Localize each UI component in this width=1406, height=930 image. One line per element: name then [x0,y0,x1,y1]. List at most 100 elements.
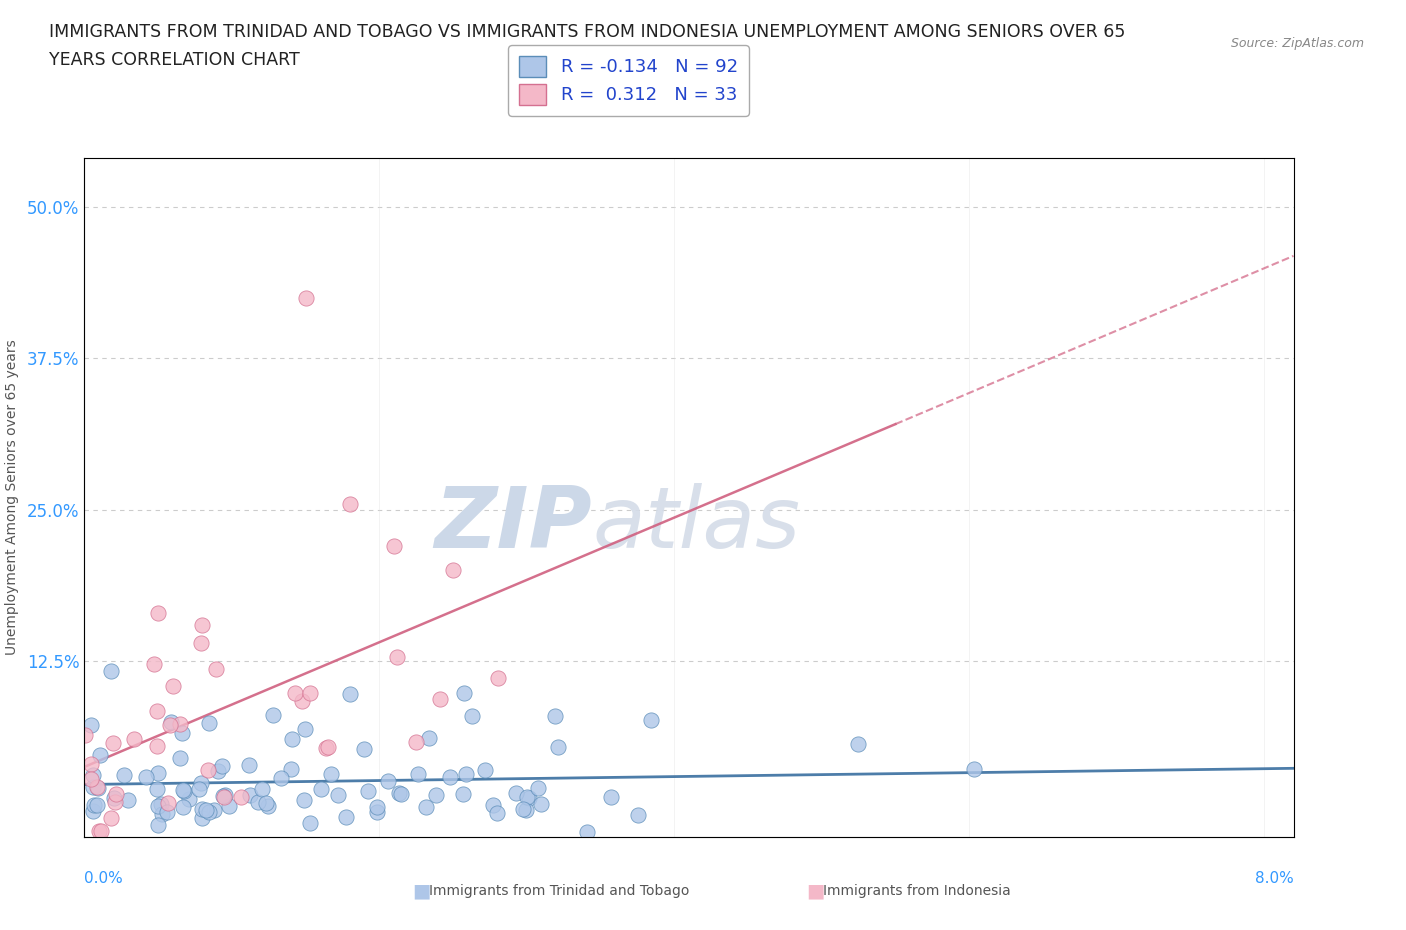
Point [104,787,127,802]
Point [159,718,181,733]
Point [321,767,343,782]
Point [415,800,437,815]
Point [848,737,870,751]
Point [80,757,103,772]
Point [82,804,104,819]
Point [270,771,292,786]
Point [157,795,180,810]
Point [124,731,146,746]
Point [339,686,361,701]
Point [86,798,108,813]
Point [191,618,214,632]
Point [197,804,219,819]
Point [339,497,361,512]
Point [387,650,409,665]
Point [388,786,411,801]
Point [191,811,214,826]
Point [146,817,169,832]
Point [73,728,96,743]
Point [335,810,357,825]
Point [211,759,233,774]
Point [112,767,135,782]
Point [262,708,284,723]
Point [254,796,277,811]
Point [576,825,599,840]
Text: atlas: atlas [592,484,800,566]
Text: ■: ■ [412,882,432,900]
Point [439,770,461,785]
Text: Source: ZipAtlas.com: Source: ZipAtlas.com [1230,37,1364,50]
Point [353,741,375,756]
Point [486,671,509,685]
Point [425,788,447,803]
Point [134,769,156,784]
Point [441,563,464,578]
Point [238,757,260,772]
Point [406,767,429,782]
Point [214,788,236,803]
Point [256,799,278,814]
Point [169,751,191,765]
Point [366,799,388,814]
Point [89,823,111,838]
Point [179,791,201,806]
Point [101,736,124,751]
Point [309,782,332,797]
Point [170,725,193,740]
Point [389,787,412,802]
Point [640,713,662,728]
Point [294,722,316,737]
Point [482,797,505,812]
Point [82,779,104,794]
Point [190,636,212,651]
Point [187,781,209,796]
Point [626,807,648,822]
Point [150,796,173,811]
Text: IMMIGRANTS FROM TRINIDAD AND TOBAGO VS IMMIGRANTS FROM INDONESIA UNEMPLOYMENT AM: IMMIGRANTS FROM TRINIDAD AND TOBAGO VS I… [49,23,1126,41]
Point [298,685,321,700]
Point [328,787,350,802]
Point [451,786,474,801]
Point [377,773,399,788]
Point [80,772,103,787]
Point [104,795,127,810]
Point [512,802,534,817]
Y-axis label: Unemployment Among Seniors over 65 years: Unemployment Among Seniors over 65 years [4,339,18,656]
Point [172,800,194,815]
Point [197,763,219,777]
Point [599,790,621,804]
Point [117,792,139,807]
Point [86,779,108,794]
Point [281,731,304,746]
Legend: R = -0.134   N = 92, R =  0.312   N = 33: R = -0.134 N = 92, R = 0.312 N = 33 [509,45,748,115]
Point [100,663,122,678]
Text: Immigrants from Trinidad and Tobago: Immigrants from Trinidad and Tobago [429,884,689,898]
Point [146,781,169,796]
Point [474,763,496,777]
Point [280,762,302,777]
Point [87,780,110,795]
Point [516,790,538,804]
Point [239,788,262,803]
Point [212,789,235,804]
Point [90,823,112,838]
Point [418,730,440,745]
Point [156,805,179,820]
Point [515,803,537,817]
Point [190,776,212,790]
Text: ZIP: ZIP [434,484,592,566]
Point [146,704,169,719]
Point [318,739,340,754]
Point [231,790,253,804]
Point [454,766,477,781]
Point [162,678,184,693]
Point [284,685,307,700]
Point [148,799,170,814]
Point [429,692,451,707]
Point [145,738,167,753]
Point [963,762,986,777]
Point [142,657,165,671]
Text: 8.0%: 8.0% [1254,870,1294,886]
Point [207,764,229,778]
Point [461,709,484,724]
